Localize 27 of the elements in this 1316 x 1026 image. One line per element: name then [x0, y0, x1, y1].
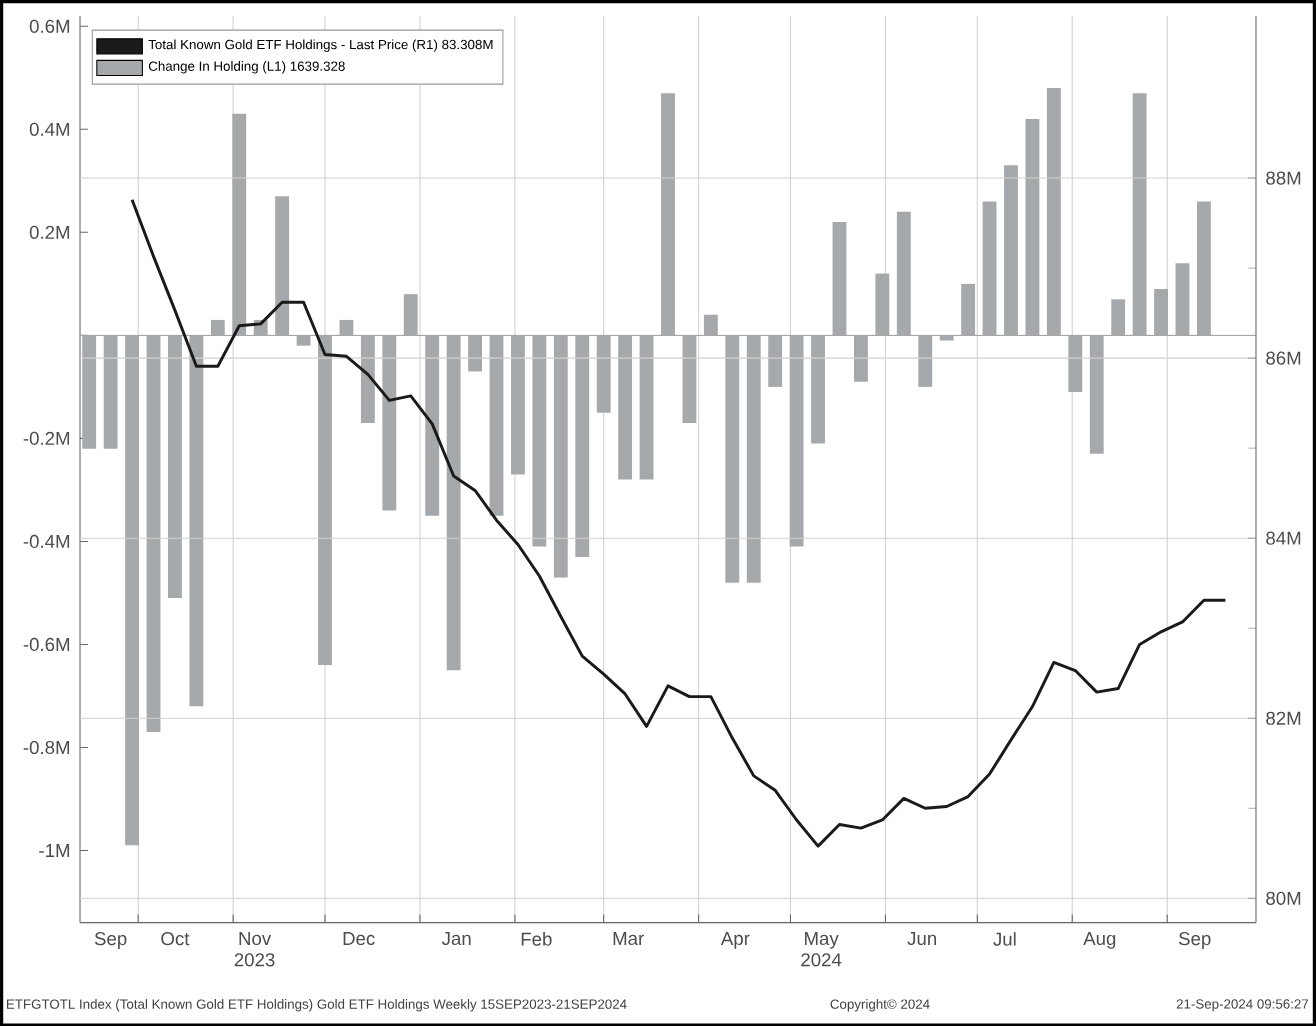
y2-tick-label: 86M — [1266, 351, 1301, 365]
x-tick-label: Feb — [521, 931, 552, 946]
y-tick-label: -0.4M — [23, 534, 70, 548]
y-tick-label: -0.2M — [23, 431, 70, 445]
x-tick-label: Nov 2023 — [234, 931, 275, 967]
y-tick-label: 0.6M — [29, 19, 70, 33]
y-tick-label: -0.8M — [23, 740, 70, 754]
y-tick-label: -0.6M — [23, 637, 70, 651]
y2-tick-label: 82M — [1266, 711, 1301, 725]
x-tick-label: May 2024 — [801, 931, 842, 967]
x-tick-label: Jan — [441, 931, 471, 945]
y-tick-label: 0.4M — [29, 122, 70, 136]
y2-tick-label: 80M — [1266, 891, 1301, 905]
x-tick-label: Jun — [907, 931, 936, 945]
x-tick-label: Sep — [94, 931, 127, 949]
y2-tick-label: 88M — [1266, 171, 1301, 185]
y-tick-label: -1M — [39, 843, 70, 857]
x-tick-label: Dec — [343, 931, 375, 945]
x-tick-label: Apr — [720, 931, 750, 949]
x-tick-label: Oct — [161, 931, 190, 945]
y-tick-label: 0.2M — [29, 225, 70, 239]
x-tick-label: Aug — [1083, 931, 1116, 949]
x-tick-label: Jul — [993, 931, 1016, 946]
x-tick-label: Mar — [613, 931, 644, 945]
x-tick-label: Sep — [1178, 931, 1211, 949]
line-series — [130, 197, 1227, 848]
y2-tick-label: 84M — [1266, 531, 1301, 545]
